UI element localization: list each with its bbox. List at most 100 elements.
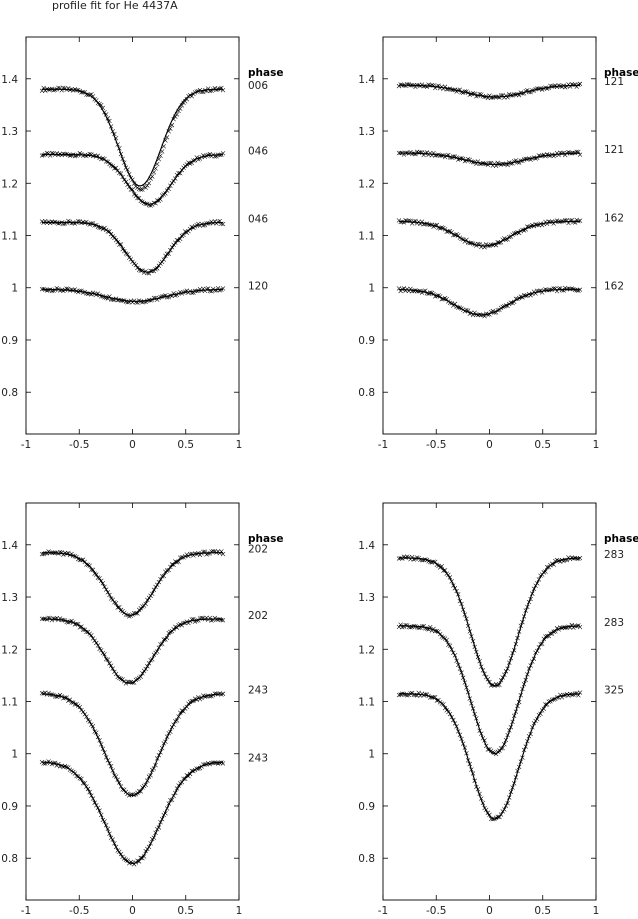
data-point xyxy=(189,160,194,166)
y-tick-label: 0.8 xyxy=(1,853,18,865)
data-point xyxy=(189,698,194,704)
data-point xyxy=(444,297,449,302)
data-point xyxy=(80,627,86,632)
phase-label: 046 xyxy=(248,146,268,158)
fit-curve-3 xyxy=(398,693,581,820)
y-tick-label: 0.8 xyxy=(1,387,18,399)
data-point xyxy=(131,181,137,186)
data-point xyxy=(220,691,226,696)
y-tick-label: 0.9 xyxy=(1,335,18,347)
data-point xyxy=(544,564,550,570)
y-tick-label: 1.1 xyxy=(1,697,18,709)
y-tick-label: 1.4 xyxy=(1,74,18,86)
phase-header: phase xyxy=(604,67,638,79)
x-tick-label: 1 xyxy=(593,905,600,915)
data-point xyxy=(112,166,117,171)
phase-label: 202 xyxy=(248,610,268,622)
data-point xyxy=(497,682,502,688)
x-tick-label: 0.5 xyxy=(534,905,551,915)
y-tick-label: 1 xyxy=(11,749,18,761)
y-tick-label: 1 xyxy=(11,283,18,295)
data-point xyxy=(212,288,217,293)
data-point xyxy=(488,95,494,100)
data-point xyxy=(79,776,84,782)
x-tick-label: 0.5 xyxy=(534,439,551,451)
observed-profile-4 xyxy=(39,285,226,305)
data-point xyxy=(396,150,402,156)
y-tick-label: 0.9 xyxy=(358,335,375,347)
data-point xyxy=(451,233,456,238)
y-tick-label: 1.4 xyxy=(358,74,375,86)
fit-curve-1 xyxy=(398,84,581,98)
data-point xyxy=(546,633,551,639)
chart-panel-bottom-left: -1 -0.5 0 0.5 10.80.911.11.21.31.4phase20220… xyxy=(1,502,283,917)
observed-profile-4 xyxy=(396,285,583,319)
data-point xyxy=(164,635,170,641)
y-tick-label: 1.2 xyxy=(358,644,375,656)
plot-frame xyxy=(382,502,597,901)
x-tick-label: -0.5 xyxy=(426,439,447,451)
data-point xyxy=(120,246,125,252)
data-point xyxy=(178,236,183,242)
x-tick-label: 0.5 xyxy=(177,905,194,915)
phase-label: 006 xyxy=(248,80,268,92)
y-tick-label: 1 xyxy=(368,283,375,295)
phase-label: 046 xyxy=(248,213,268,225)
data-point xyxy=(217,288,222,293)
data-point xyxy=(107,229,112,234)
phase-header: phase xyxy=(604,533,638,545)
data-point xyxy=(543,569,548,574)
data-point xyxy=(82,780,87,786)
observed-profile-2 xyxy=(396,622,583,757)
y-tick-label: 1.4 xyxy=(1,540,18,552)
data-point xyxy=(146,180,152,186)
y-tick-label: 1.3 xyxy=(1,592,18,604)
data-point xyxy=(505,237,510,242)
data-point xyxy=(77,704,83,710)
phase-label: 283 xyxy=(604,617,624,629)
x-tick-label: 1 xyxy=(236,439,243,451)
data-point xyxy=(89,567,94,573)
data-point xyxy=(577,218,583,223)
x-tick-label: -1 xyxy=(378,439,388,451)
data-point xyxy=(513,296,519,302)
fit-curve-2 xyxy=(398,152,581,166)
observed-profile-1 xyxy=(39,85,226,192)
chart-panel-bottom-right: -1 -0.5 0 0.5 1 0.8 0.9 1 1.1 1.2 1.3 1.4 phase 283 28… xyxy=(358,502,638,917)
observed-profile-3 xyxy=(39,690,226,798)
plot-frame xyxy=(25,502,240,901)
fit-curve-1 xyxy=(398,557,581,687)
data-point xyxy=(84,629,89,635)
x-tick-label: 0 xyxy=(486,439,493,451)
data-point xyxy=(117,605,122,610)
x-tick-label: -0.5 xyxy=(69,905,90,915)
y-tick-label: 0.8 xyxy=(358,387,375,399)
data-point xyxy=(551,562,556,567)
fit-curve-4 xyxy=(398,288,581,316)
phase-label: 243 xyxy=(248,753,268,765)
fit-curve-3 xyxy=(398,220,581,247)
data-point xyxy=(577,555,583,561)
y-tick-label: 1.4 xyxy=(358,540,375,552)
phase-label: 325 xyxy=(604,685,624,697)
phase-label: 121 xyxy=(604,144,624,156)
x-tick-label: -1 xyxy=(21,439,31,451)
y-tick-label: 1.1 xyxy=(358,231,375,243)
data-point xyxy=(87,563,92,568)
phase-label: 121 xyxy=(604,76,624,88)
data-point xyxy=(154,266,160,271)
data-point xyxy=(456,233,461,238)
y-tick-label: 1.2 xyxy=(1,644,18,656)
data-point xyxy=(186,774,191,779)
y-tick-label: 0.9 xyxy=(1,801,18,813)
phase-header: phase xyxy=(248,533,283,545)
phase-label: 243 xyxy=(248,685,268,697)
y-tick-label: 1.1 xyxy=(1,231,18,243)
data-point xyxy=(541,636,547,642)
observed-profile-2 xyxy=(39,615,226,686)
data-point xyxy=(141,854,147,859)
y-tick-label: 1 xyxy=(368,749,375,761)
x-tick-label: 1 xyxy=(593,439,600,451)
y-tick-label: 1.1 xyxy=(358,697,375,709)
